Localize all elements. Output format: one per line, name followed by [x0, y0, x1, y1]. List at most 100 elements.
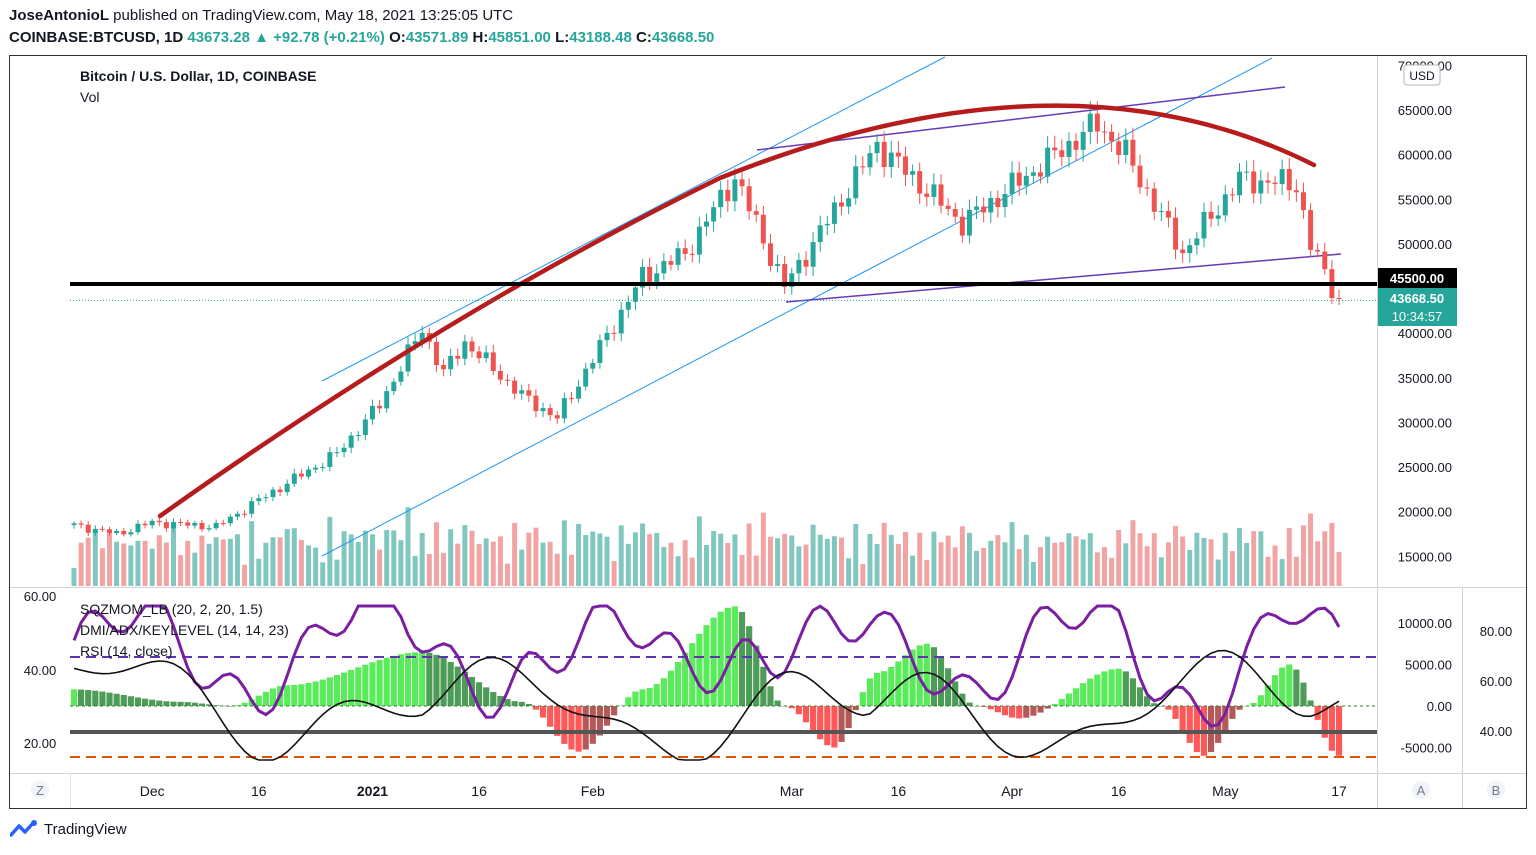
volume-bar	[1265, 556, 1271, 586]
momentum-bar	[475, 682, 483, 706]
candle-body	[1279, 169, 1285, 185]
momentum-bar	[156, 700, 163, 706]
momentum-bar	[945, 668, 952, 706]
volume-bar	[185, 540, 191, 586]
volume-bar	[931, 531, 937, 586]
volume-bar	[1308, 513, 1314, 586]
candle-body	[931, 184, 937, 197]
currency-badge[interactable]	[1403, 64, 1441, 86]
volume-bar	[348, 534, 354, 586]
candle-body	[974, 206, 980, 210]
candle-body	[1187, 245, 1193, 254]
momentum-bar	[1236, 706, 1243, 710]
volume-bar	[242, 564, 248, 586]
momentum-bar	[497, 695, 504, 706]
candle-body	[142, 523, 148, 526]
momentum-bar	[532, 706, 540, 710]
b-button[interactable]	[1487, 781, 1505, 799]
volume-bar	[1215, 559, 1221, 586]
volume-bar	[597, 533, 603, 586]
candle-body	[1201, 211, 1207, 239]
momentum-bar	[966, 702, 973, 706]
candle-body	[604, 332, 610, 341]
up-arrow-icon: ▲	[254, 29, 269, 46]
momentum-bar	[1023, 706, 1030, 718]
volume-bar	[696, 516, 702, 586]
osc-mid-tick-label: 5000.00	[1405, 658, 1452, 673]
candle-body	[981, 206, 987, 213]
symbol-label: COINBASE:BTCUSD, 1D	[9, 29, 184, 46]
momentum-bar	[888, 667, 895, 706]
time-tick-label: 16	[1111, 783, 1127, 799]
volume-bar	[220, 539, 226, 586]
momentum-bar	[404, 653, 412, 706]
candle-body	[263, 497, 269, 499]
momentum-bar	[1122, 671, 1129, 706]
volume-bar	[789, 535, 795, 586]
candle-body	[306, 469, 312, 477]
momentum-bar	[1186, 706, 1193, 743]
momentum-bar	[340, 672, 348, 706]
momentum-bar	[930, 647, 938, 706]
auto-scale-button[interactable]	[1412, 781, 1430, 799]
candle-body	[256, 498, 262, 502]
candle-body	[640, 266, 646, 288]
volume-bar	[227, 538, 233, 586]
time-tick-label: May	[1212, 783, 1238, 799]
volume-bar	[810, 524, 816, 586]
momentum-bar	[198, 703, 206, 706]
momentum-bar	[419, 652, 426, 706]
volume-bar	[675, 556, 681, 586]
volume-bar	[377, 549, 383, 586]
legend-title: Bitcoin / U.S. Dollar, 1D, COINBASE	[80, 68, 316, 84]
volume-bar	[78, 542, 84, 586]
candle-body	[881, 141, 887, 168]
candle-body	[952, 209, 958, 217]
candle-body	[341, 447, 347, 453]
candle-body	[1336, 298, 1342, 300]
volume-bar	[128, 545, 134, 586]
price-tick-label: 65000.00	[1398, 103, 1452, 118]
momentum-bar	[859, 692, 866, 706]
zoom-button[interactable]	[31, 781, 49, 799]
candle-body	[405, 344, 411, 372]
momentum-bar	[1250, 702, 1257, 706]
candle-body	[597, 340, 603, 363]
candle-body	[860, 166, 866, 168]
momentum-bar	[319, 679, 326, 706]
momentum-bar	[1229, 706, 1236, 719]
close-label: C:	[635, 29, 652, 46]
candles	[71, 101, 1342, 537]
volume-bar	[192, 552, 198, 586]
volume-bar	[505, 563, 510, 586]
momentum-bar	[525, 703, 532, 706]
candle-body	[149, 520, 155, 526]
volume-bar	[519, 549, 525, 586]
candle-body	[1322, 251, 1328, 270]
time-tick-label: 16	[891, 783, 907, 799]
momentum-bar	[1328, 706, 1335, 751]
momentum-bar	[1271, 675, 1279, 706]
volume-bar	[796, 546, 802, 586]
momentum-bar	[262, 691, 269, 706]
volume-bar	[1016, 549, 1022, 586]
volume-bar	[718, 533, 724, 586]
momentum-bar	[539, 706, 547, 718]
volume-bar	[149, 548, 155, 586]
author-name[interactable]: JoseAntonioL	[9, 7, 109, 24]
momentum-bar	[447, 661, 454, 706]
volume-bar	[1158, 557, 1164, 586]
momentum-bar	[1158, 706, 1165, 707]
candle-body	[1180, 249, 1186, 254]
time-tick-label: 2021	[357, 783, 388, 799]
momentum-bar	[85, 690, 92, 706]
candle-body	[924, 193, 930, 197]
momentum-bar	[397, 654, 404, 706]
volume-bar	[611, 561, 617, 586]
volume-bar	[924, 559, 930, 586]
volume-bar	[334, 559, 340, 586]
candle-body	[99, 528, 105, 530]
candle-body	[448, 355, 454, 370]
tradingview-brand[interactable]: TradingView	[10, 820, 127, 838]
